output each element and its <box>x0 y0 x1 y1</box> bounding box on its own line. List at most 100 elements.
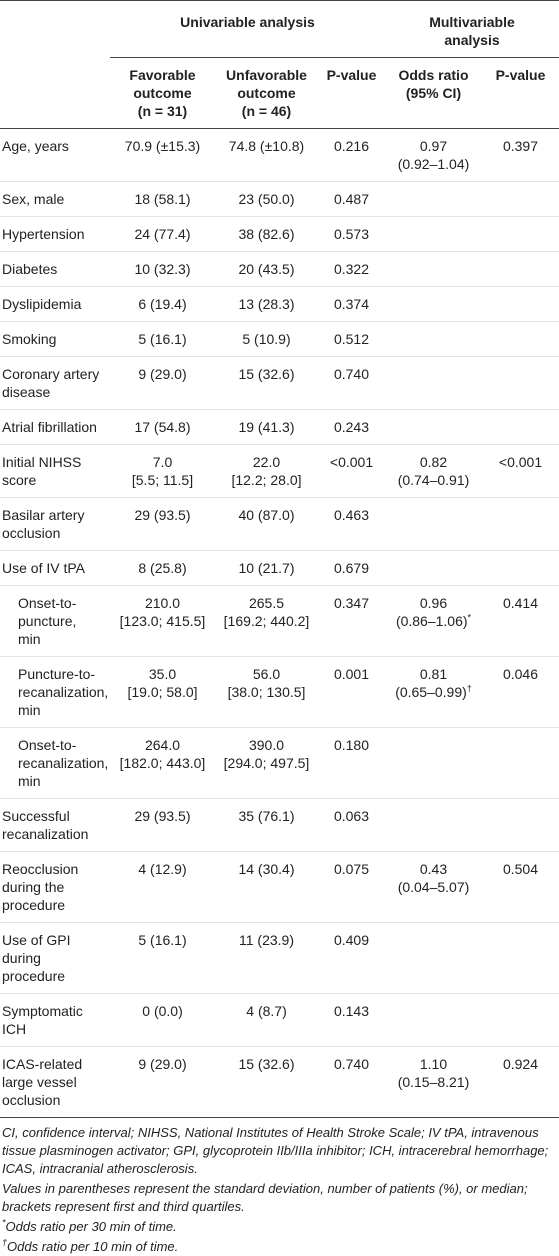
table-cell: 4 (8.7) <box>215 993 318 1047</box>
table-cell <box>482 550 559 586</box>
cell-line: outcome <box>237 85 296 101</box>
cell-line: min <box>18 773 41 789</box>
cell-line: puncture, <box>18 613 77 629</box>
cell-line: (95% CI) <box>405 85 462 101</box>
table-cell: 0.409 <box>318 922 385 994</box>
row-label: Diabetes <box>0 251 110 287</box>
footnotes: CI, confidence interval; NIHSS, National… <box>0 1118 559 1256</box>
table-cell: 29 (93.5) <box>110 497 215 551</box>
table-cell: 6 (19.4) <box>110 286 215 322</box>
table-cell <box>482 798 559 852</box>
table-cell: <0.001 <box>318 444 385 498</box>
table: Univariable analysis Multivariable analysi… <box>0 0 559 1118</box>
cell-line: large vessel <box>2 1074 77 1090</box>
column-header: Unfavorable outcome (n = 46) <box>215 57 318 129</box>
cell-line: (0.15–8.21) <box>397 1074 470 1090</box>
table-cell: 0.81 (0.65–0.99)† <box>385 656 482 728</box>
table-cell: 0.679 <box>318 550 385 586</box>
table-cell: 56.0 [38.0; 130.5] <box>215 656 318 728</box>
table-cell <box>385 922 482 994</box>
footnote-mark: * <box>467 612 472 623</box>
table-row: ICAS-related large vessel occlusion 9 (29.0… <box>0 1046 559 1118</box>
cell-line: recanalization <box>2 826 89 842</box>
table-cell: 0 (0.0) <box>110 993 215 1047</box>
cell-line: (0.92–1.04) <box>397 156 470 172</box>
table-cell: 8 (25.8) <box>110 550 215 586</box>
table-cell <box>482 216 559 252</box>
cell-line: ICAS-related <box>2 1056 83 1072</box>
table-cell <box>385 321 482 357</box>
cell-line: (0.65–0.99)† <box>389 683 478 701</box>
text: Odds ratio per 30 min of time. <box>5 1219 177 1234</box>
table-row: Onset-to-puncture, min 210.0 [123.0; 415.5]… <box>0 585 559 657</box>
table-cell <box>385 216 482 252</box>
table-cell <box>385 286 482 322</box>
table-row: Hypertension 24 (77.4) 38 (82.6) 0.573 <box>0 216 559 252</box>
text: Odds ratio per 10 min of time. <box>7 1239 179 1254</box>
table-cell: 19 (41.3) <box>215 409 318 445</box>
cell-line: 35.0 <box>148 666 177 682</box>
cell-line: min <box>18 631 41 647</box>
row-label: Sex, male <box>0 181 110 217</box>
table-row: Atrial fibrillation 17 (54.8) 19 (41.3) 0.2… <box>0 409 559 445</box>
table-cell: 0.374 <box>318 286 385 322</box>
table-row: Smoking 5 (16.1) 5 (10.9) 0.512 <box>0 321 559 357</box>
group-header: Multivariable analysis <box>385 0 559 58</box>
cell-line: (0.74–0.91) <box>397 472 470 488</box>
row-label: Onset-to-puncture, min <box>0 585 110 657</box>
table-cell: 14 (30.4) <box>215 851 318 923</box>
cell-line: Symptomatic <box>2 1003 83 1019</box>
table-cell: 210.0 [123.0; 415.5] <box>110 585 215 657</box>
row-label: Puncture-to-recanalization, min <box>0 656 110 728</box>
table-cell: 9 (29.0) <box>110 356 215 410</box>
table-cell: 0.063 <box>318 798 385 852</box>
table-cell: 0.96 (0.86–1.06)* <box>385 585 482 657</box>
table-row: Successful recanalization 29 (93.5) 35 (76.… <box>0 798 559 852</box>
cell-line: Puncture-to- <box>18 666 96 682</box>
cell-line: during <box>2 950 41 966</box>
cell-line: Unfavorable <box>226 67 307 83</box>
table-cell <box>482 409 559 445</box>
table-row: Sex, male 18 (58.1) 23 (50.0) 0.487 <box>0 181 559 217</box>
table-cell: <0.001 <box>482 444 559 498</box>
table-cell: 74.8 (±10.8) <box>215 128 318 182</box>
cell-line: 0.82 <box>419 454 448 470</box>
table-cell: 5 (16.1) <box>110 321 215 357</box>
table-cell <box>482 497 559 551</box>
text: Values in parentheses represent the stan… <box>2 1181 528 1214</box>
table-cell: 0.046 <box>482 656 559 728</box>
table-cell: 9 (29.0) <box>110 1046 215 1118</box>
cell-line: 22.0 <box>252 454 281 470</box>
table-row: Age, years 70.9 (±15.3) 74.8 (±10.8) 0.216 0… <box>0 128 559 182</box>
cell-line: recanalization, <box>18 684 109 700</box>
table-cell: 5 (16.1) <box>110 922 215 994</box>
group-header: Univariable analysis <box>110 0 385 58</box>
cell-line: [123.0; 415.5] <box>119 613 206 629</box>
row-label: Reocclusion during the procedure <box>0 851 110 923</box>
table-cell: 15 (32.6) <box>215 356 318 410</box>
cell-line: 210.0 <box>144 595 181 611</box>
table-cell: 0.216 <box>318 128 385 182</box>
table-cell <box>385 251 482 287</box>
table-cell <box>385 497 482 551</box>
table-cell: 22.0 [12.2; 28.0] <box>215 444 318 498</box>
cell-line: 264.0 <box>144 737 181 753</box>
table-row: Basilar artery occlusion 29 (93.5) 40 (87.0… <box>0 497 559 551</box>
table-cell: 38 (82.6) <box>215 216 318 252</box>
row-label: ICAS-related large vessel occlusion <box>0 1046 110 1118</box>
table-cell: 0.414 <box>482 585 559 657</box>
table-row: Use of IV tPA 8 (25.8) 10 (21.7) 0.679 <box>0 550 559 586</box>
table-cell <box>482 993 559 1047</box>
table-cell <box>482 181 559 217</box>
table-cell <box>482 321 559 357</box>
cell-line: [182.0; 443.0] <box>119 755 206 771</box>
table-cell: 0.143 <box>318 993 385 1047</box>
table-cell: 0.397 <box>482 128 559 182</box>
text: (0.86–1.06) <box>395 613 468 629</box>
table-cell: 0.487 <box>318 181 385 217</box>
row-label: Symptomatic ICH <box>0 993 110 1047</box>
empty-header <box>0 57 110 129</box>
cell-line: score <box>2 472 37 488</box>
row-label: Basilar artery occlusion <box>0 497 110 551</box>
row-label: Smoking <box>0 321 110 357</box>
